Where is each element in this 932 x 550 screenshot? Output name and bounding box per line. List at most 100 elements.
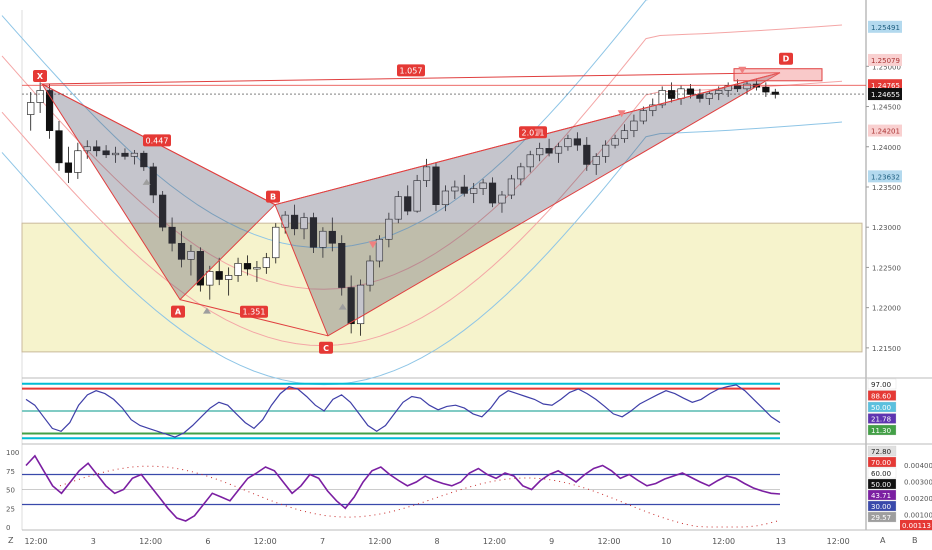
candle-body	[394, 196, 402, 220]
candle-body	[45, 90, 54, 131]
candle-body	[413, 180, 421, 212]
oscillator-panel-2[interactable]: 100 75 50 25 0 0.00400 0.00300 0.00200 0.00100 72…	[6, 445, 932, 532]
pattern-point-b-label: B	[270, 193, 276, 202]
candle-body	[677, 88, 685, 99]
leg-xd	[41, 72, 781, 85]
candle-body	[234, 263, 242, 276]
pattern-point-d-badge	[779, 52, 793, 65]
leg-bd	[274, 72, 781, 206]
candle-body	[319, 230, 327, 248]
candle-body	[36, 90, 44, 103]
candle-body	[404, 196, 412, 212]
candle-body	[300, 217, 308, 230]
support-zone	[21, 222, 863, 353]
x-tick-label: 12:00	[827, 537, 850, 546]
upper-inner-band	[1, 24, 843, 290]
x-tick-label: 3	[91, 537, 96, 546]
candle-body	[74, 150, 82, 173]
osc1-badge-label: 88.60	[871, 393, 891, 401]
x-tick-label: 12:00	[368, 537, 391, 546]
candle-body	[441, 190, 450, 205]
candle-body	[686, 88, 695, 95]
price-badge-bg	[868, 124, 902, 137]
candle-body	[630, 120, 638, 131]
oscillator-panel-1[interactable]: 97.00 88.60 50.00 21.78 11.30	[22, 378, 897, 440]
candle-body	[517, 166, 525, 180]
x-tick-label: 12:00	[712, 537, 735, 546]
price-badge-label: 1.24655	[871, 91, 900, 99]
candle-body	[55, 130, 63, 164]
candle-body	[715, 90, 723, 94]
down-signal-triangle	[534, 128, 543, 136]
osc2-badge-bg	[867, 500, 897, 512]
x-tick-label: 13	[776, 537, 786, 546]
price-badge-label: 1.24201	[871, 128, 900, 136]
candle-body	[111, 152, 120, 156]
potential-reversal-zone	[733, 68, 823, 82]
osc2-right-tick: 0.00400	[904, 462, 932, 470]
candle-body	[262, 257, 270, 268]
candle-body	[309, 217, 318, 248]
osc2-left-tick: 75	[6, 468, 15, 476]
ratio-xd-label: 1.057	[400, 66, 423, 75]
price-badge-label: 1.23632	[871, 173, 900, 181]
candle-body	[658, 90, 666, 106]
osc2-badge-label: 43.71	[871, 492, 891, 500]
osc2-right-badge-bg	[900, 520, 932, 530]
candle-body	[592, 156, 600, 165]
pattern-point-c-label: C	[323, 344, 329, 353]
ratio-xb-badge	[143, 134, 171, 147]
osc2-badge-bg	[867, 456, 897, 468]
candle-body	[375, 238, 384, 262]
osc2-right-badge-label: 0.00113	[902, 522, 931, 530]
candle-body	[696, 94, 704, 99]
candle-body	[140, 152, 148, 168]
osc1-badge-bg	[867, 413, 897, 424]
osc2-right-tick: 0.00300	[904, 478, 932, 486]
candle-body	[573, 138, 581, 146]
candle-body	[206, 271, 214, 286]
candle-body	[536, 148, 544, 156]
pattern-point-x-badge	[33, 70, 47, 83]
price-badge-bg	[868, 20, 902, 33]
osc2-badge-label: 30.00	[871, 503, 891, 511]
y-tick-label: 1.25000	[872, 63, 901, 71]
osc1-badge-bg	[867, 390, 897, 401]
candle-body	[564, 138, 572, 148]
candle-body	[422, 166, 431, 181]
candle-body	[545, 148, 553, 154]
lower-inner-band	[1, 80, 843, 347]
candle-body	[93, 146, 101, 152]
axis-corner-b: B	[912, 536, 918, 545]
up-signal-triangle	[338, 303, 347, 310]
candle-body	[187, 251, 195, 260]
candle-body	[196, 251, 204, 286]
osc1-badge-bg	[867, 401, 897, 413]
candle-body	[771, 91, 779, 95]
down-signal-triangle	[617, 110, 626, 118]
main-price-panel[interactable]: 1.25000 1.24500 1.24000 1.23500 1.23000 1.225…	[1, 0, 932, 531]
osc2-badge-bg	[867, 478, 897, 490]
candle-body	[225, 275, 233, 280]
osc2-badge-label: 29.57	[871, 514, 891, 522]
price-badge-label: 1.25491	[871, 24, 900, 32]
y-tick-label: 1.24500	[872, 104, 901, 112]
price-badge-bg	[868, 170, 902, 183]
price-badge-label: 1.24765	[871, 82, 900, 90]
candle-body	[724, 85, 732, 91]
osc2-badge-label: 70.00	[871, 459, 891, 467]
candle-body	[639, 110, 647, 122]
osc1-badge-bg	[867, 424, 897, 436]
osc2-left-tick: 50	[6, 487, 15, 495]
pattern-point-x-label: X	[37, 72, 44, 81]
osc2-badge-bg	[867, 511, 897, 523]
candle-body	[356, 284, 365, 325]
candle-body	[451, 186, 459, 192]
x-tick-label: 12:00	[483, 537, 506, 546]
x-tick-label: 12:00	[254, 537, 277, 546]
candle-body	[460, 186, 468, 194]
candle-body	[479, 182, 487, 189]
ratio-xd-badge	[397, 64, 425, 77]
candle-body	[583, 144, 591, 165]
